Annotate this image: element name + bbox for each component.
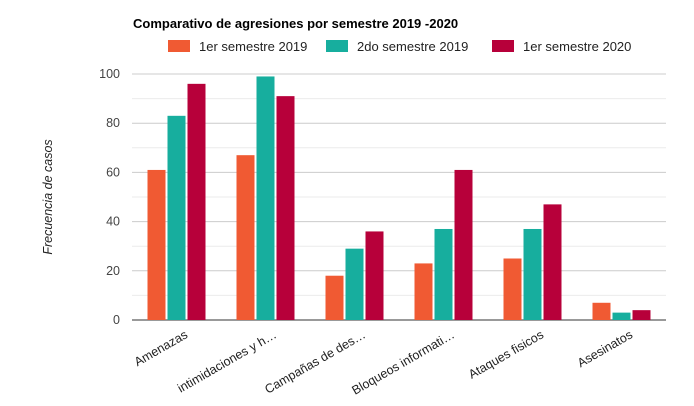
legend-label: 1er semestre 2020	[523, 39, 631, 54]
y-tick-label: 60	[106, 165, 120, 179]
y-tick-label: 40	[106, 215, 120, 229]
bar	[454, 169, 473, 320]
bar	[632, 310, 651, 320]
bar	[365, 231, 384, 320]
bar	[345, 248, 364, 320]
y-axis-label: Frecuencia de casos	[41, 139, 55, 254]
legend-swatch	[326, 40, 348, 52]
legend-swatch	[492, 40, 514, 52]
bar	[592, 302, 611, 320]
bar	[543, 204, 562, 320]
bar	[434, 228, 453, 320]
bar	[612, 312, 631, 320]
bar	[236, 155, 255, 320]
bar	[523, 228, 542, 320]
y-tick-label: 0	[113, 313, 120, 327]
legend-swatch	[168, 40, 190, 52]
bars	[147, 76, 651, 321]
legend-label: 2do semestre 2019	[357, 39, 468, 54]
y-axis-ticks: 0 20 40 60 80 100	[99, 67, 120, 327]
bar	[276, 96, 295, 320]
gridlines	[132, 73, 666, 321]
bar	[167, 115, 186, 320]
bar	[147, 169, 166, 320]
bar	[256, 76, 275, 321]
bar	[187, 83, 206, 320]
bar	[503, 258, 522, 320]
chart-title: Comparativo de agresiones por semestre 2…	[133, 16, 458, 31]
bar	[414, 263, 433, 320]
x-tick-label: Ataques fisicos	[466, 327, 546, 381]
y-tick-label: 80	[106, 116, 120, 130]
x-tick-label: Asesinatos	[575, 327, 635, 370]
y-tick-label: 20	[106, 264, 120, 278]
legend-label: 1er semestre 2019	[199, 39, 307, 54]
x-tick-label: Amenazas	[132, 327, 190, 369]
legend: 1er semestre 2019 2do semestre 2019 1er se…	[168, 39, 631, 54]
y-tick-label: 100	[99, 67, 120, 81]
bar	[325, 275, 344, 320]
